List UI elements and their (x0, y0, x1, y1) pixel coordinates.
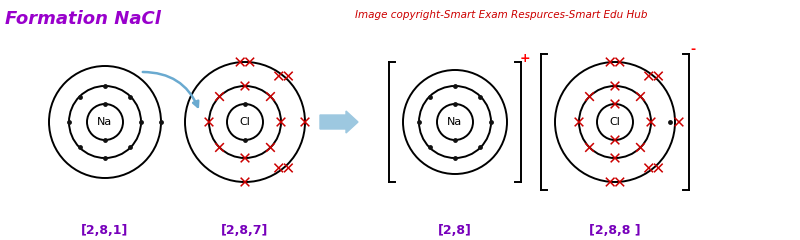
Text: Cl: Cl (239, 117, 250, 127)
Text: [2,8]: [2,8] (438, 224, 472, 238)
Text: [2,8,8 ]: [2,8,8 ] (589, 224, 641, 238)
Text: Image copyright-Smart Exam Respurces-Smart Edu Hub: Image copyright-Smart Exam Respurces-Sma… (355, 10, 647, 20)
Text: [2,8,7]: [2,8,7] (222, 224, 269, 238)
Text: +: + (520, 52, 530, 65)
Text: Cl: Cl (610, 117, 621, 127)
Text: Formation NaCl: Formation NaCl (5, 10, 161, 28)
FancyArrowPatch shape (142, 72, 198, 107)
Text: [2,8,1]: [2,8,1] (82, 224, 129, 238)
Text: Na: Na (98, 117, 113, 127)
FancyArrow shape (320, 111, 358, 133)
Text: -: - (690, 43, 695, 56)
Text: Na: Na (447, 117, 462, 127)
